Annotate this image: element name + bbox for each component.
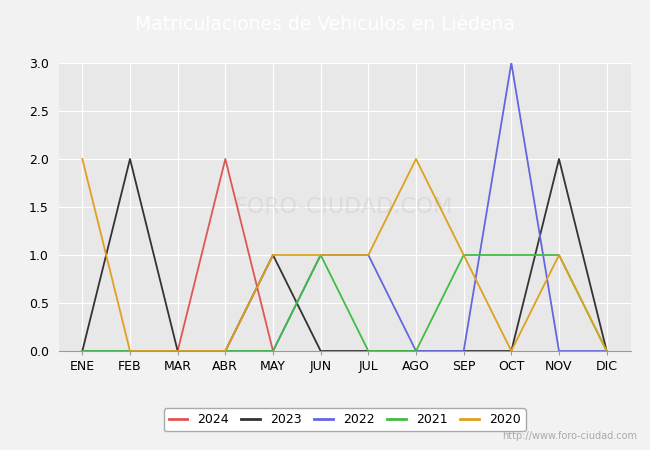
2020 — [79, 156, 86, 162]
2020 — [460, 252, 467, 258]
2020 — [603, 348, 610, 354]
2022 — [79, 348, 86, 354]
Line: 2021: 2021 — [83, 255, 606, 351]
2023 — [222, 348, 229, 354]
2022 — [174, 348, 181, 354]
2022 — [508, 60, 515, 66]
2024 — [79, 348, 86, 354]
2022 — [555, 348, 563, 354]
2021 — [508, 252, 515, 258]
2021 — [412, 348, 420, 354]
2023 — [508, 348, 515, 354]
2022 — [222, 348, 229, 354]
2021 — [222, 348, 229, 354]
Legend: 2024, 2023, 2022, 2021, 2020: 2024, 2023, 2022, 2021, 2020 — [164, 408, 525, 431]
2020 — [269, 252, 277, 258]
Line: 2022: 2022 — [83, 63, 606, 351]
2020 — [555, 252, 563, 258]
2021 — [603, 348, 610, 354]
2020 — [222, 348, 229, 354]
Text: http://www.foro-ciudad.com: http://www.foro-ciudad.com — [502, 431, 637, 441]
2023 — [269, 252, 277, 258]
2022 — [460, 348, 467, 354]
2023 — [603, 348, 610, 354]
2020 — [174, 348, 181, 354]
2024 — [126, 348, 134, 354]
2023 — [317, 348, 324, 354]
2020 — [365, 252, 372, 258]
2022 — [365, 252, 372, 258]
2024 — [174, 348, 181, 354]
2021 — [79, 348, 86, 354]
2020 — [412, 156, 420, 162]
2021 — [269, 348, 277, 354]
2020 — [508, 348, 515, 354]
2023 — [174, 348, 181, 354]
2020 — [317, 252, 324, 258]
2021 — [460, 252, 467, 258]
2023 — [79, 348, 86, 354]
Line: 2023: 2023 — [83, 159, 606, 351]
2020 — [126, 348, 134, 354]
2021 — [174, 348, 181, 354]
2022 — [603, 348, 610, 354]
2021 — [555, 252, 563, 258]
2021 — [126, 348, 134, 354]
2024 — [269, 348, 277, 354]
2022 — [126, 348, 134, 354]
2024 — [222, 156, 229, 162]
2022 — [412, 348, 420, 354]
Line: 2020: 2020 — [83, 159, 606, 351]
2021 — [365, 348, 372, 354]
2023 — [412, 348, 420, 354]
2023 — [126, 156, 134, 162]
2022 — [269, 348, 277, 354]
2023 — [555, 156, 563, 162]
Line: 2024: 2024 — [83, 159, 273, 351]
2023 — [460, 348, 467, 354]
Text: Matriculaciones de Vehiculos en Liédena: Matriculaciones de Vehiculos en Liédena — [135, 15, 515, 34]
Text: FORO-CIUDAD.COM: FORO-CIUDAD.COM — [235, 197, 454, 217]
2022 — [317, 252, 324, 258]
2023 — [365, 348, 372, 354]
2021 — [317, 252, 324, 258]
